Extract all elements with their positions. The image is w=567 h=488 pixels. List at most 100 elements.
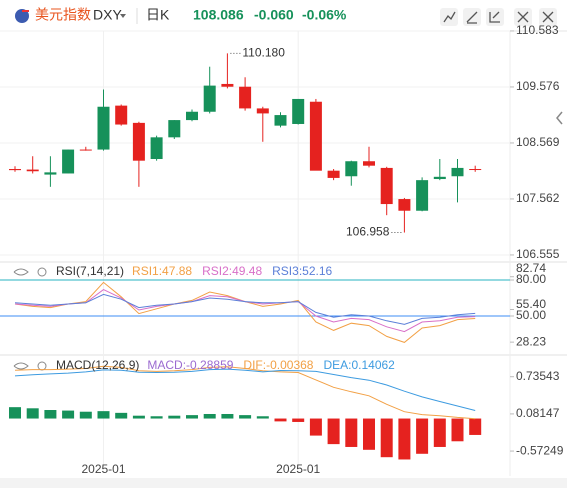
candle-body bbox=[239, 86, 252, 109]
macd-bar bbox=[309, 418, 322, 436]
collapse-arrow[interactable] bbox=[556, 111, 563, 125]
macd-bar bbox=[9, 407, 21, 419]
legend-entry: MACD:-0.28859 bbox=[147, 358, 233, 372]
macd-bar bbox=[256, 416, 269, 419]
macd-bar bbox=[221, 413, 234, 419]
macd-bar bbox=[168, 415, 181, 419]
y-tick-label: 50.00 bbox=[516, 308, 546, 322]
macd-bar bbox=[150, 416, 163, 419]
macd-bar bbox=[398, 418, 411, 460]
macd-bar bbox=[363, 418, 375, 450]
legend-entry: RSI2:49.48 bbox=[202, 264, 262, 278]
gear-icon[interactable] bbox=[37, 267, 47, 277]
price: 108.086 bbox=[193, 7, 244, 23]
indicator-title: RSI(7,14,21) bbox=[56, 264, 124, 278]
y-tick-label: 108.569 bbox=[516, 135, 560, 149]
indicator-title: MACD(12,26,9) bbox=[56, 358, 139, 372]
y-tick-label: -0.57249 bbox=[516, 443, 564, 457]
flag-stripe bbox=[22, 10, 29, 12]
candle-body bbox=[115, 105, 128, 125]
annotation-label: 106.958 bbox=[346, 225, 390, 239]
candle-body bbox=[97, 106, 110, 150]
candle-body bbox=[150, 137, 163, 160]
tool-icon bbox=[517, 11, 529, 23]
candle-body bbox=[416, 180, 429, 211]
macd-bar bbox=[274, 418, 287, 422]
candle-body bbox=[26, 169, 39, 172]
eye-icon[interactable] bbox=[13, 268, 29, 276]
macd-bar bbox=[115, 412, 128, 419]
y-tick-label: 107.562 bbox=[516, 191, 560, 205]
candle-body bbox=[168, 120, 181, 138]
candle-body bbox=[79, 149, 92, 151]
candle-body bbox=[433, 176, 446, 180]
candle-body bbox=[398, 199, 411, 211]
candle-body bbox=[274, 115, 287, 126]
macd-bar bbox=[203, 413, 216, 419]
flag-icon bbox=[15, 9, 29, 23]
macd-bar bbox=[97, 411, 110, 419]
y-tick-label: 106.555 bbox=[516, 247, 560, 261]
candle-body bbox=[345, 161, 358, 177]
macd-bar bbox=[239, 415, 252, 419]
change: -0.060 bbox=[254, 7, 294, 23]
macd-bar bbox=[44, 410, 57, 419]
x-tick-label: 2025-01 bbox=[276, 462, 320, 476]
candle-body bbox=[44, 172, 57, 175]
macd-bar bbox=[132, 415, 145, 419]
legend-entry: RSI3:52.16 bbox=[272, 264, 332, 278]
toolbar bbox=[440, 8, 557, 26]
tool-button[interactable] bbox=[486, 8, 504, 26]
candle-body bbox=[469, 169, 482, 171]
y-tick-label: 82.74 bbox=[516, 261, 546, 275]
y-tick-label: 55.40 bbox=[516, 297, 546, 311]
tool-icon bbox=[443, 11, 456, 23]
scrollbar[interactable] bbox=[0, 478, 567, 488]
macd-bar bbox=[26, 408, 39, 419]
candle-body bbox=[203, 85, 216, 112]
candle-body bbox=[380, 167, 393, 205]
candle-body bbox=[451, 167, 464, 177]
candle-body bbox=[221, 83, 234, 87]
y-tick-label: 0.73543 bbox=[516, 369, 560, 383]
tool-icon bbox=[542, 11, 554, 23]
x-tick-label: 2025-01 bbox=[81, 462, 125, 476]
macd-bar bbox=[62, 410, 75, 419]
macd-bar bbox=[292, 418, 305, 422]
macd-bar bbox=[451, 418, 464, 442]
candle-body bbox=[309, 101, 322, 171]
candle-body bbox=[363, 161, 375, 166]
symbol-code[interactable]: DXY bbox=[93, 7, 122, 23]
y-tick-label: 110.583 bbox=[516, 23, 559, 37]
y-tick-label: 28.23 bbox=[516, 334, 546, 348]
macd-bar bbox=[416, 418, 429, 454]
macd-bar bbox=[327, 418, 340, 445]
period[interactable]: 日K bbox=[146, 7, 170, 23]
legend-entry: RSI1:47.88 bbox=[132, 264, 192, 278]
annotation-label: 110.180 bbox=[242, 46, 285, 60]
candle-body bbox=[327, 170, 340, 178]
macd-bar bbox=[345, 418, 358, 447]
macd-bar bbox=[433, 418, 446, 447]
candle-body bbox=[186, 111, 198, 121]
symbol-title[interactable]: 美元指数 bbox=[35, 7, 91, 23]
macd-bar bbox=[380, 418, 393, 458]
rsi-line bbox=[14, 293, 476, 325]
macd-bar bbox=[469, 418, 482, 435]
eye-icon[interactable] bbox=[13, 362, 29, 370]
dropdown-arrow[interactable] bbox=[120, 14, 126, 18]
y-tick-label: 109.576 bbox=[516, 79, 560, 93]
legend-entry: DIF:-0.00368 bbox=[243, 358, 313, 372]
tool-icon bbox=[489, 11, 500, 23]
macd-bar bbox=[186, 415, 198, 419]
candle-body bbox=[292, 98, 305, 124]
y-tick-label: 0.08147 bbox=[516, 406, 560, 420]
candle-body bbox=[132, 122, 145, 161]
change-pct: -0.06% bbox=[302, 7, 347, 23]
tool-icon bbox=[466, 11, 478, 24]
y-tick-label: 80.00 bbox=[516, 272, 546, 286]
macd-line bbox=[14, 365, 476, 420]
